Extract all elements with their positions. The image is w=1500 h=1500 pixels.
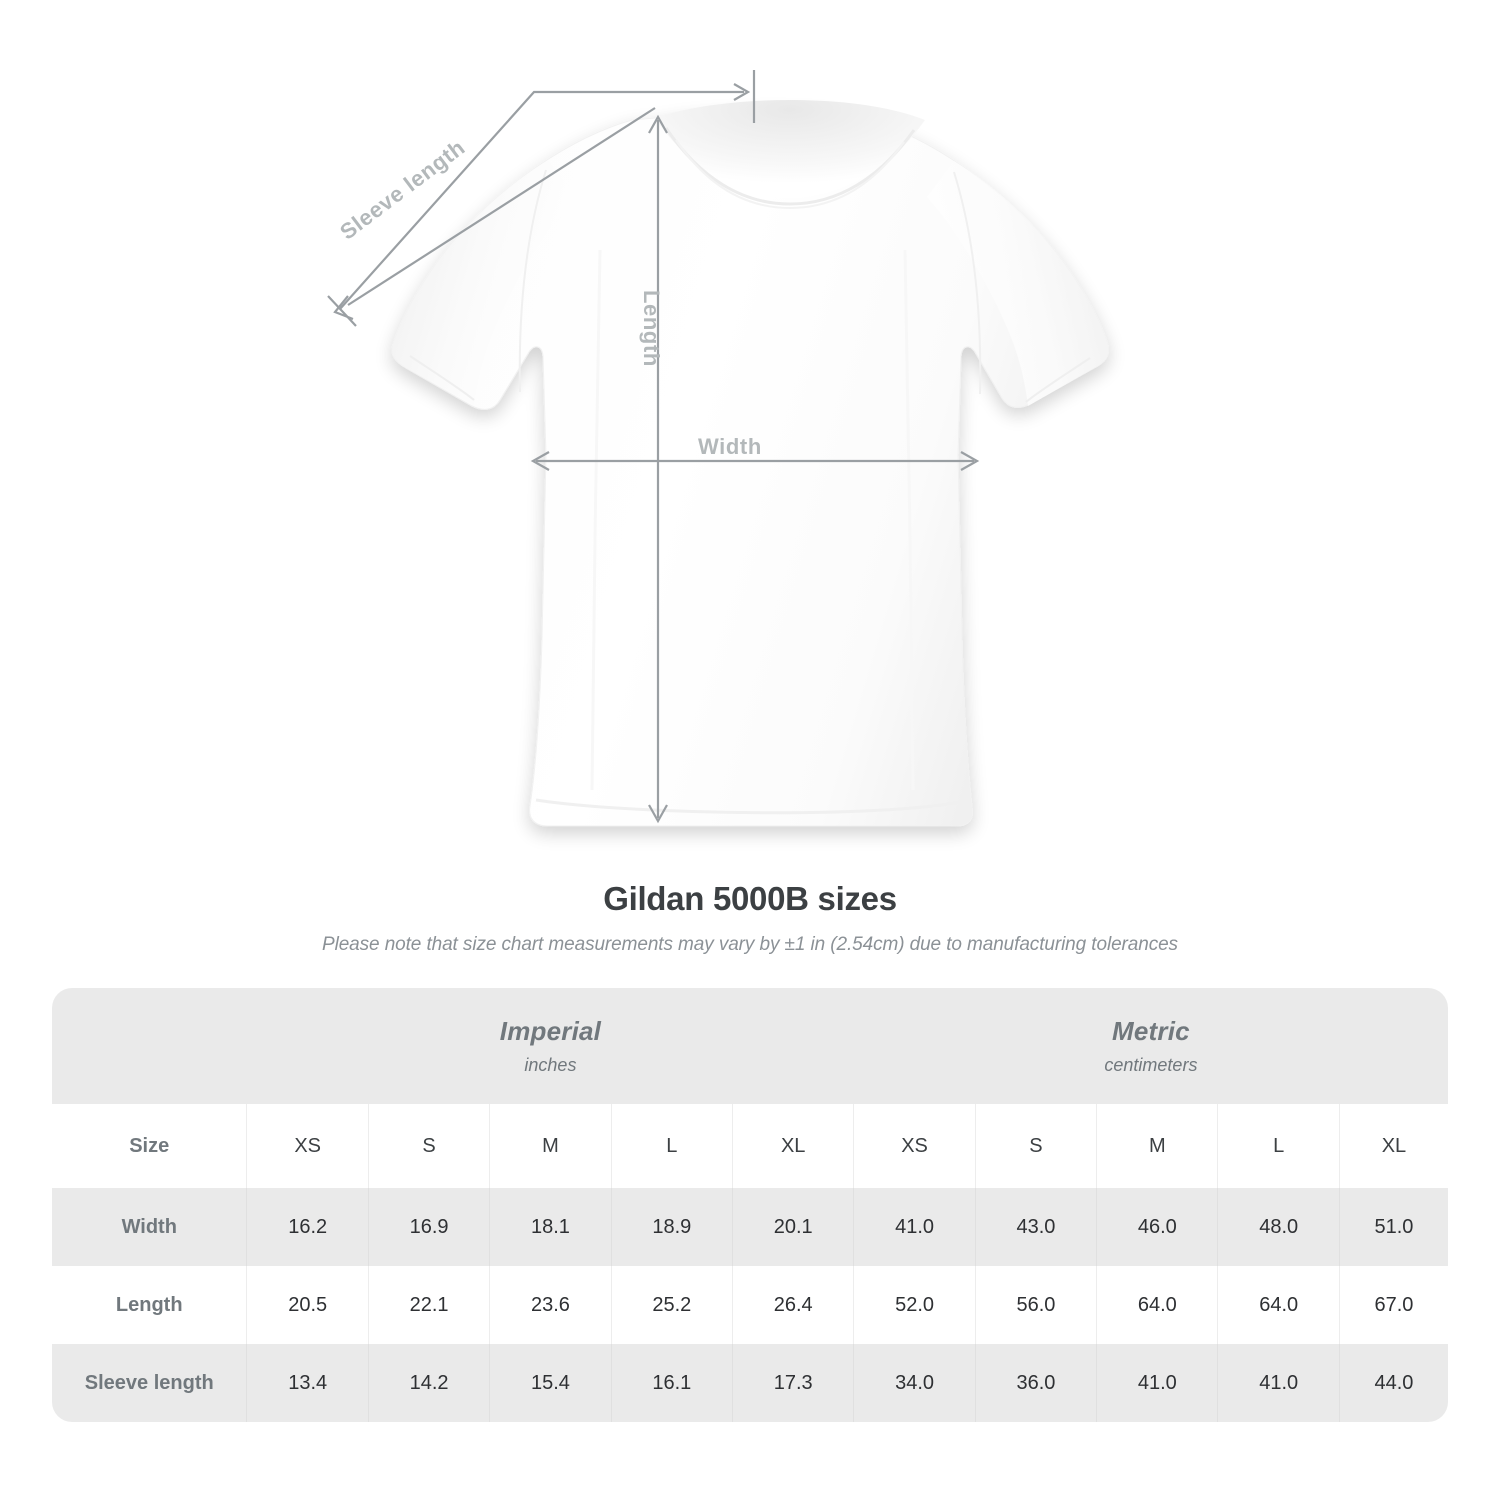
table-row: Sleeve length 13.4 14.2 15.4 16.1 17.3 3…	[52, 1344, 1448, 1422]
left-sleeve-shade	[392, 160, 575, 406]
cell-sleeve-metric-m: 41.0	[1096, 1344, 1218, 1422]
row-header-sleeve-length: Sleeve length	[52, 1344, 247, 1422]
page-title: Gildan 5000B sizes	[603, 880, 897, 917]
table-row: Length 20.5 22.1 23.6 25.2 26.4 52.0 56.…	[52, 1266, 1448, 1344]
size-label: S	[422, 1134, 436, 1157]
cell-length-metric-xl: 67.0	[1338, 1266, 1448, 1344]
size-label: S	[1029, 1134, 1043, 1157]
cell-width-metric-xl: 51.0	[1338, 1188, 1448, 1266]
unit-sub-imperial: inches	[524, 1055, 577, 1075]
size-column-header-metric-xl: XL	[1338, 1104, 1448, 1188]
size-header-label: Size	[129, 1134, 170, 1157]
collar-seam	[664, 127, 916, 206]
row-label: Sleeve length	[84, 1371, 214, 1394]
width-arrowhead-right	[960, 451, 980, 471]
size-column-header-imperial-s: S	[367, 1104, 490, 1188]
size-label: XL	[780, 1134, 806, 1157]
sleeve-cuff-tick	[327, 295, 357, 327]
cell-length-imperial-xs: 20.5	[246, 1266, 369, 1344]
size-column-header-imperial-xs: XS	[246, 1104, 369, 1188]
cell-sleeve-imperial-m: 15.4	[489, 1344, 612, 1422]
bottom-hem	[535, 798, 969, 815]
cell-length-metric-m: 64.0	[1096, 1266, 1218, 1344]
size-header-cell: Size	[52, 1104, 247, 1188]
size-column-header-imperial-m: M	[489, 1104, 612, 1188]
cell-width-metric-xs: 41.0	[853, 1188, 976, 1266]
row-header-width: Width	[52, 1188, 247, 1266]
garment-diagram: Sleeve length Length Width	[327, 70, 1109, 827]
row-label: Width	[121, 1215, 177, 1238]
cell-length-imperial-l: 25.2	[610, 1266, 733, 1344]
size-column-header-metric-m: M	[1096, 1104, 1218, 1188]
row-header-length: Length	[52, 1266, 247, 1344]
cell-length-imperial-xl: 26.4	[731, 1266, 854, 1344]
collar-shape	[655, 100, 925, 198]
unit-cell-imperial: Imperial inches	[246, 988, 854, 1104]
cell-sleeve-metric-l: 41.0	[1217, 1344, 1340, 1422]
size-column-header-metric-s: S	[974, 1104, 1097, 1188]
table-row: Width 16.2 16.9 18.1 18.9 20.1 41.0 43.0…	[52, 1188, 1448, 1266]
cell-sleeve-imperial-xs: 13.4	[246, 1344, 369, 1422]
size-label: L	[666, 1134, 678, 1157]
size-label: XL	[1381, 1134, 1407, 1157]
cell-width-imperial-xl: 20.1	[731, 1188, 854, 1266]
unit-sub-metric: centimeters	[1104, 1055, 1198, 1075]
cell-width-metric-s: 43.0	[974, 1188, 1097, 1266]
unit-name-imperial: Imperial	[499, 1016, 602, 1046]
cell-sleeve-metric-s: 36.0	[974, 1344, 1097, 1422]
cell-sleeve-metric-xl: 44.0	[1338, 1344, 1448, 1422]
width-arrowhead-left	[530, 451, 550, 471]
row-label: Length	[115, 1293, 183, 1316]
width-diagram-label: Width	[698, 434, 762, 459]
cell-width-metric-m: 46.0	[1096, 1188, 1218, 1266]
right-sleeve-shade	[927, 161, 1109, 406]
length-arrowhead-bottom	[648, 804, 668, 824]
tolerance-note: Please note that size chart measurements…	[322, 934, 1178, 955]
chart-heading-block: Gildan 5000B sizes Please note that size…	[0, 880, 1500, 956]
cell-length-metric-l: 64.0	[1217, 1266, 1340, 1344]
size-label: M	[1148, 1134, 1166, 1157]
measurement-lines	[327, 70, 980, 824]
size-label: M	[542, 1134, 559, 1157]
cell-width-imperial-l: 18.9	[610, 1188, 733, 1266]
length-diagram-label: Length	[639, 290, 664, 367]
size-column-header-metric-l: L	[1217, 1104, 1340, 1188]
cell-sleeve-imperial-l: 16.1	[610, 1344, 733, 1422]
sleeve-top-arrowhead	[733, 83, 751, 101]
size-column-header-metric-xs: XS	[853, 1104, 976, 1188]
unit-spacer-cell	[52, 988, 247, 1104]
cell-length-imperial-s: 22.1	[367, 1266, 490, 1344]
cell-width-metric-l: 48.0	[1217, 1188, 1340, 1266]
size-column-header-imperial-l: L	[610, 1104, 733, 1188]
cell-length-metric-s: 56.0	[974, 1266, 1097, 1344]
cell-length-imperial-m: 23.6	[489, 1266, 612, 1344]
size-label: L	[1273, 1134, 1285, 1157]
unit-name-metric: Metric	[1112, 1016, 1190, 1046]
cell-length-metric-xs: 52.0	[853, 1266, 976, 1344]
unit-cell-metric: Metric centimeters	[853, 988, 1448, 1104]
size-label: XS	[294, 1134, 322, 1157]
cell-width-imperial-m: 18.1	[489, 1188, 612, 1266]
unit-header-row: Imperial inches Metric centimeters	[52, 988, 1448, 1104]
size-label: XS	[901, 1134, 928, 1157]
cell-width-imperial-s: 16.9	[367, 1188, 490, 1266]
size-header-row: Size XS S M L XL XS S M L XL	[52, 1104, 1448, 1188]
size-column-header-imperial-xl: XL	[731, 1104, 854, 1188]
size-chart-table: Imperial inches Metric centimeters Size …	[52, 988, 1448, 1422]
cell-sleeve-imperial-s: 14.2	[367, 1344, 490, 1422]
sleeve-guide-line	[339, 90, 644, 310]
size-chart-table-wrapper: Imperial inches Metric centimeters Size …	[52, 988, 1448, 1422]
tshirt-illustration	[327, 70, 1109, 827]
cell-sleeve-metric-xs: 34.0	[853, 1344, 976, 1422]
sleeve-measure-line	[347, 107, 656, 306]
cell-sleeve-imperial-xl: 17.3	[731, 1344, 854, 1422]
cell-width-imperial-xs: 16.2	[246, 1188, 369, 1266]
length-arrowhead-top	[648, 114, 668, 134]
